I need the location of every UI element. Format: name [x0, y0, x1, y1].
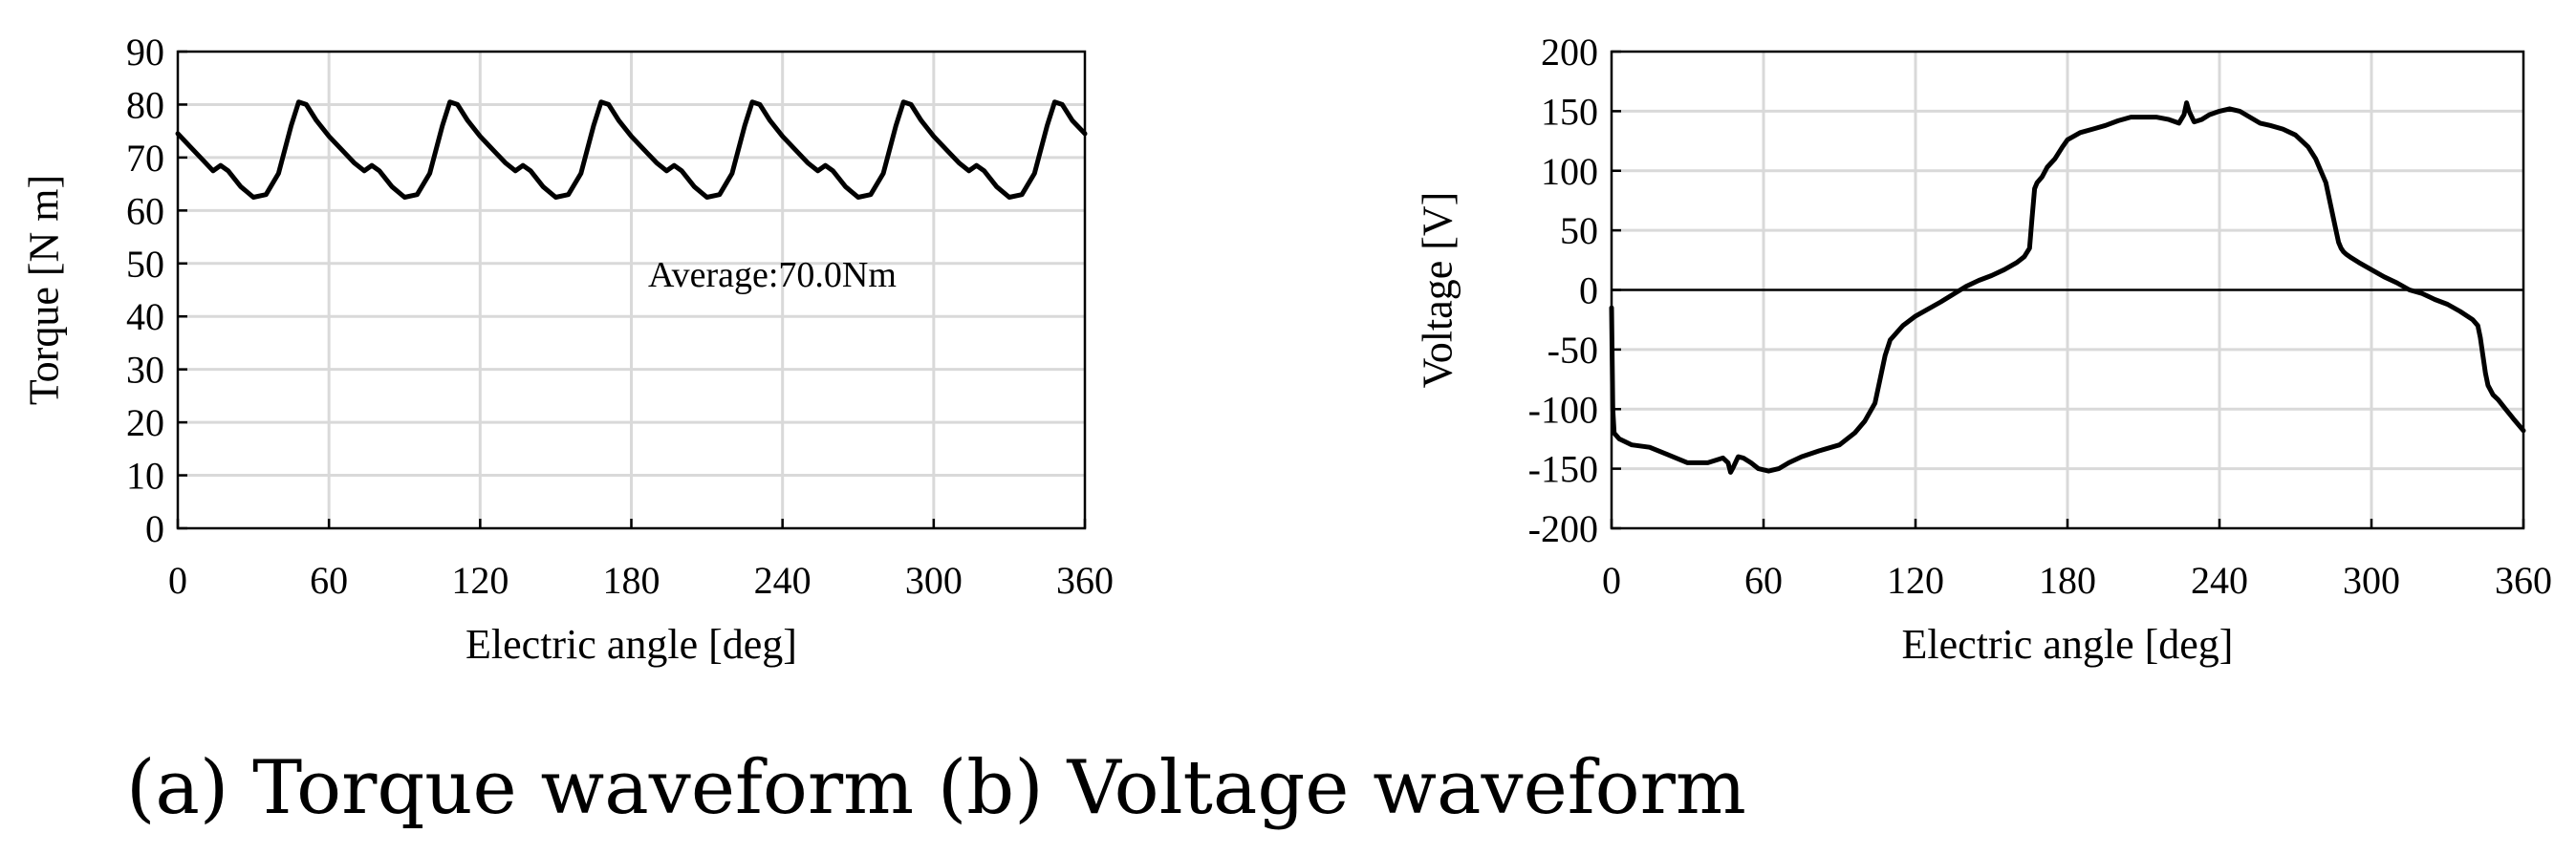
y-tick-label: 30 — [126, 349, 164, 392]
y-tick-label: -50 — [1548, 329, 1598, 372]
x-tick-label: 0 — [1602, 559, 1621, 602]
y-tick-label: 0 — [1579, 269, 1598, 312]
x-axis-title: Electric angle [deg] — [1902, 621, 2234, 668]
x-tick-label: 0 — [168, 559, 187, 602]
x-tick-label: 60 — [1744, 559, 1783, 602]
x-axis-title: Electric angle [deg] — [465, 621, 797, 668]
y-tick-label: 90 — [126, 31, 164, 74]
y-tick-label: 200 — [1541, 31, 1598, 74]
x-tick-label: 300 — [2343, 559, 2400, 602]
y-tick-label: -100 — [1528, 388, 1598, 431]
x-tick-label: 240 — [2191, 559, 2248, 602]
torque-chart: 0 60 120 180 240 300 360 0 10 20 30 40 50 60 70 80 90 Ele… — [21, 31, 1115, 668]
x-tick-label: 60 — [310, 559, 348, 602]
y-tick-label: 100 — [1541, 150, 1598, 193]
y-tick-label: 60 — [126, 189, 164, 232]
x-tick-label: 120 — [1887, 559, 1944, 602]
y-tick-label: 40 — [126, 295, 164, 338]
y-tick-label: 150 — [1541, 90, 1598, 133]
x-tick-label: 240 — [754, 559, 812, 602]
x-tick-label: 120 — [451, 559, 509, 602]
series-line-voltage — [1609, 100, 2526, 475]
y-tick-label: 10 — [126, 455, 164, 498]
y-tick-label: 70 — [126, 137, 164, 180]
x-tick-label: 180 — [603, 559, 660, 602]
y-axis-title: Voltage [V] — [1415, 192, 1461, 389]
y-tick-label: -200 — [1528, 507, 1598, 550]
y-tick-label: 20 — [126, 401, 164, 444]
y-tick-label: 50 — [126, 243, 164, 286]
voltage-chart: 0 60 120 180 240 300 360 -200 -150 -100 -50 0 50 100 1… — [1415, 31, 2553, 668]
y-axis-title: Torque [N m] — [21, 175, 68, 405]
x-tick-label: 300 — [905, 559, 963, 602]
y-tick-label: 0 — [145, 507, 164, 550]
y-tick-label: -150 — [1528, 448, 1598, 491]
y-tick-label: 50 — [1560, 209, 1598, 252]
x-tick-label: 360 — [2495, 559, 2552, 602]
y-tick-label: 80 — [126, 83, 164, 126]
x-tick-label: 180 — [2039, 559, 2096, 602]
average-annotation: Average:70.0Nm — [648, 255, 897, 295]
series-line-torque — [175, 99, 1088, 200]
x-tick-label: 360 — [1056, 559, 1114, 602]
figure-caption: (a) Torque waveform (b) Voltage waveform — [126, 745, 1746, 831]
